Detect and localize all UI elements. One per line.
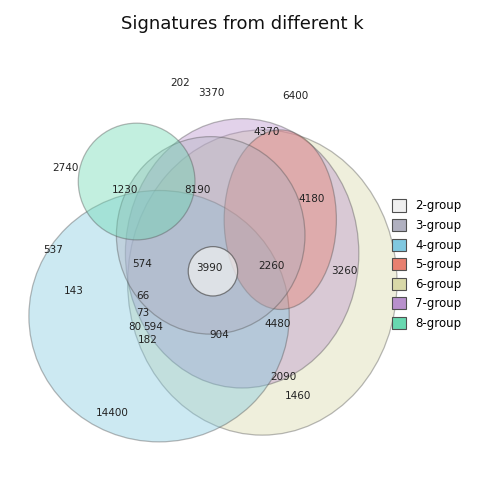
Ellipse shape	[128, 130, 397, 435]
Ellipse shape	[78, 123, 195, 240]
Text: 66: 66	[136, 291, 149, 301]
Text: 80: 80	[129, 322, 142, 332]
Text: 4370: 4370	[254, 127, 280, 137]
Text: 2090: 2090	[270, 372, 296, 382]
Text: 182: 182	[138, 335, 158, 345]
Title: Signatures from different k: Signatures from different k	[121, 15, 363, 33]
Ellipse shape	[188, 246, 237, 296]
Text: 3260: 3260	[331, 266, 358, 276]
Text: 73: 73	[136, 308, 149, 318]
Ellipse shape	[224, 130, 336, 309]
Text: 1460: 1460	[285, 391, 311, 401]
Text: 4180: 4180	[298, 195, 325, 205]
Text: 14400: 14400	[95, 408, 129, 418]
Text: 3370: 3370	[199, 88, 225, 98]
Text: 594: 594	[143, 322, 163, 332]
Text: 4480: 4480	[264, 319, 290, 329]
Ellipse shape	[116, 137, 305, 334]
Text: 2260: 2260	[258, 261, 284, 271]
Ellipse shape	[125, 118, 359, 388]
Text: 574: 574	[133, 259, 152, 269]
Text: 6400: 6400	[282, 91, 308, 101]
Text: 537: 537	[44, 245, 64, 255]
Text: 1230: 1230	[111, 185, 138, 196]
Legend: 2-group, 3-group, 4-group, 5-group, 6-group, 7-group, 8-group: 2-group, 3-group, 4-group, 5-group, 6-gr…	[392, 200, 462, 330]
Ellipse shape	[29, 191, 289, 442]
Text: 202: 202	[170, 78, 190, 88]
Text: 143: 143	[64, 286, 84, 295]
Text: 3990: 3990	[197, 263, 223, 273]
Text: 8190: 8190	[184, 185, 210, 196]
Text: 2740: 2740	[52, 163, 79, 173]
Text: 904: 904	[210, 331, 229, 341]
